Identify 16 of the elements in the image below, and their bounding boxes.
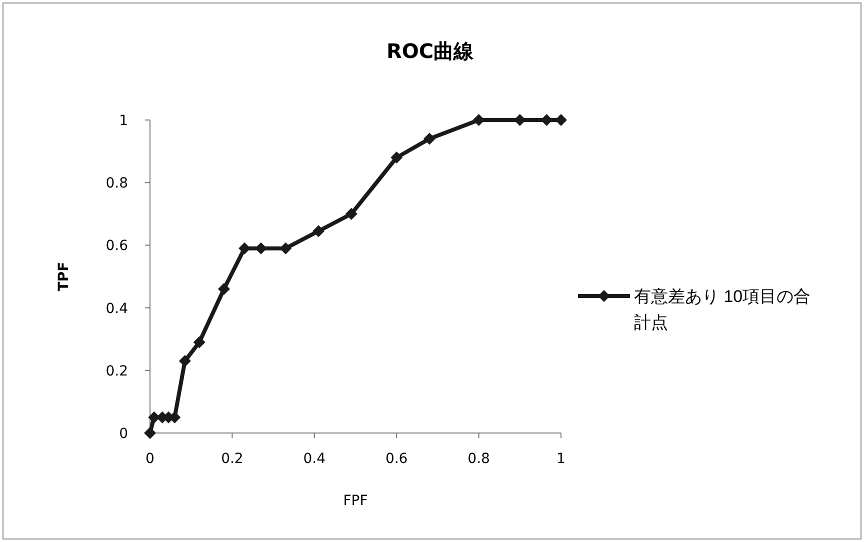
x-tick-label: 0 [146, 451, 154, 467]
legend-label: 有意差あり 10項目の合計点 [634, 287, 811, 332]
x-tick-label: 0.4 [303, 451, 326, 467]
y-tick-label: 0 [119, 426, 128, 442]
y-tick-label: 0.2 [106, 363, 128, 380]
x-tick-label: 0.8 [468, 451, 490, 467]
x-tick-label: 0.2 [221, 451, 244, 467]
chart-title: ROC曲線 [386, 39, 475, 63]
y-tick-label: 0.6 [106, 238, 128, 254]
y-tick-label: 1 [119, 113, 128, 129]
x-tick-label: 0.6 [385, 451, 408, 467]
y-axis-title: TPF [56, 262, 72, 292]
y-tick-label: 0.4 [106, 300, 128, 317]
x-tick-label: 1 [556, 451, 566, 467]
x-axis-title: FPF [343, 493, 368, 509]
y-tick-label: 0.8 [106, 176, 128, 192]
